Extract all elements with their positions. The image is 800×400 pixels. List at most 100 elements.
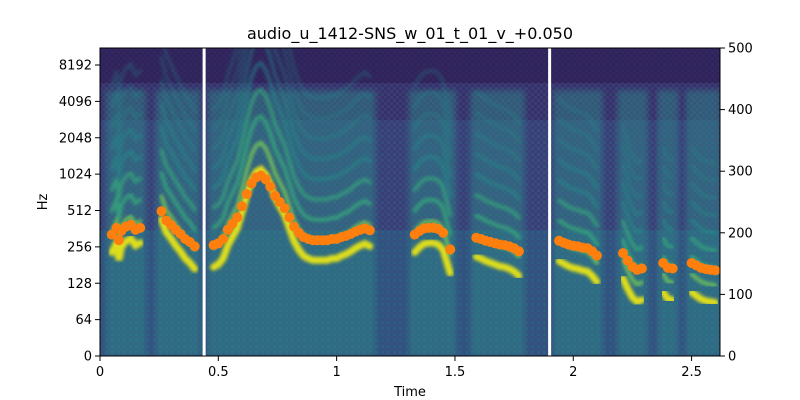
harmonic-band bbox=[621, 219, 644, 253]
voiced-region bbox=[685, 90, 720, 356]
pitch-point bbox=[279, 203, 290, 214]
harmonic-band bbox=[211, 48, 372, 131]
harmonic-band bbox=[109, 61, 143, 99]
segment-gaps bbox=[202, 48, 552, 356]
harmonic-band bbox=[411, 239, 454, 277]
harmonic-band bbox=[621, 143, 644, 183]
x-tick-label: 0.5 bbox=[208, 365, 229, 380]
harmonic-band bbox=[211, 60, 372, 190]
y-axis-label: Hz bbox=[36, 194, 51, 211]
y-left-tick-label: 512 bbox=[67, 204, 92, 219]
pitch-point bbox=[241, 189, 252, 199]
y-axis-left: 0 64 128 256 512 1024 2048 4096 8192 bbox=[59, 59, 100, 365]
harmonic-band bbox=[689, 145, 718, 166]
y-right-tick-label: 500 bbox=[728, 42, 753, 57]
y-left-tick-label: 1024 bbox=[59, 168, 92, 183]
harmonic-band bbox=[158, 216, 199, 273]
harmonic-band bbox=[621, 162, 644, 200]
pitch-point bbox=[438, 227, 449, 238]
pitch-point bbox=[667, 263, 678, 274]
harmonic-band bbox=[412, 133, 453, 179]
harmonic-band bbox=[689, 218, 718, 236]
y-left-tick-label: 8192 bbox=[59, 59, 92, 74]
pitch-point bbox=[113, 235, 124, 246]
harmonic-band bbox=[412, 197, 453, 237]
harmonic-band bbox=[621, 200, 644, 235]
x-axis-label: Time bbox=[393, 385, 426, 400]
y-left-tick-label: 4096 bbox=[59, 95, 92, 110]
harmonic-band bbox=[689, 236, 718, 253]
y-right-tick-label: 400 bbox=[728, 103, 753, 118]
harmonic-band bbox=[661, 145, 675, 162]
pitch-point bbox=[260, 174, 271, 185]
x-axis: 0 0.5 1 1.5 2 2.5 bbox=[96, 356, 702, 380]
x-tick-label: 1.5 bbox=[445, 365, 466, 380]
pitch-point bbox=[265, 181, 276, 192]
harmonic-band bbox=[557, 198, 599, 228]
harmonic-band bbox=[474, 131, 521, 163]
x-tick-label: 1 bbox=[333, 365, 341, 380]
harmonic-band bbox=[619, 274, 646, 306]
harmonic-band bbox=[661, 181, 675, 197]
harmonic-band bbox=[159, 171, 197, 232]
harmonic-band bbox=[109, 192, 143, 220]
y-left-tick-label: 0 bbox=[84, 350, 92, 365]
harmonic-band bbox=[159, 55, 197, 134]
harmonic-band bbox=[211, 48, 372, 171]
harmonic-band bbox=[689, 181, 718, 201]
harmonic-band bbox=[661, 236, 675, 250]
harmonic-band bbox=[162, 48, 197, 114]
y-left-tick-label: 64 bbox=[75, 313, 92, 328]
harmonic-band bbox=[474, 152, 521, 182]
harmonic-band bbox=[109, 148, 143, 180]
pitch-point bbox=[218, 234, 229, 244]
harmonic-band bbox=[109, 170, 143, 200]
pitch-point bbox=[284, 212, 295, 223]
y-right-tick-label: 300 bbox=[728, 165, 753, 180]
pitch-point bbox=[189, 241, 200, 252]
harmonic-band bbox=[412, 176, 453, 217]
harmonic-band bbox=[412, 112, 453, 159]
pitch-point bbox=[232, 212, 243, 223]
harmonic-band bbox=[621, 181, 644, 218]
pitch-point bbox=[135, 222, 146, 233]
x-tick-label: 0 bbox=[96, 365, 104, 380]
harmonic-band bbox=[555, 257, 601, 286]
harmonic-band bbox=[472, 253, 523, 280]
harmonic-band bbox=[159, 78, 197, 153]
harmonic-band bbox=[689, 272, 718, 288]
harmonic-band bbox=[474, 172, 521, 201]
harmonic-band bbox=[661, 199, 675, 215]
harmonic-band bbox=[557, 117, 599, 153]
pitch-point bbox=[513, 246, 524, 257]
harmonic-band bbox=[211, 48, 372, 151]
harmonic-band bbox=[211, 48, 372, 111]
plot-area bbox=[100, 48, 720, 356]
pitch-point bbox=[156, 206, 167, 217]
segment-gap bbox=[548, 48, 552, 356]
harmonic-band bbox=[474, 213, 521, 240]
harmonic-band bbox=[211, 86, 372, 210]
harmonic-band bbox=[659, 288, 677, 304]
harmonic-band bbox=[108, 231, 144, 261]
y-right-tick-label: 100 bbox=[728, 288, 753, 303]
segment-gap bbox=[202, 48, 206, 356]
harmonic-band bbox=[557, 158, 599, 190]
y-right-tick-label: 200 bbox=[728, 226, 753, 241]
harmonic-band bbox=[557, 178, 599, 209]
pitch-points bbox=[106, 170, 720, 276]
harmonic-band bbox=[621, 124, 644, 166]
harmonic-band bbox=[661, 163, 675, 180]
y-right-tick-label: 0 bbox=[728, 350, 736, 365]
y-left-tick-label: 128 bbox=[67, 277, 92, 292]
pitch-point bbox=[237, 201, 247, 212]
harmonic-band bbox=[159, 125, 197, 193]
voiced-region bbox=[657, 90, 679, 356]
harmonic-band bbox=[621, 257, 644, 287]
y-left-tick-label: 2048 bbox=[59, 131, 92, 146]
harmonic-band bbox=[474, 90, 521, 125]
harmonic-band bbox=[557, 137, 599, 172]
harmonic-band bbox=[211, 113, 372, 230]
plot-frame bbox=[99, 47, 721, 357]
harmonic-band bbox=[688, 288, 719, 307]
